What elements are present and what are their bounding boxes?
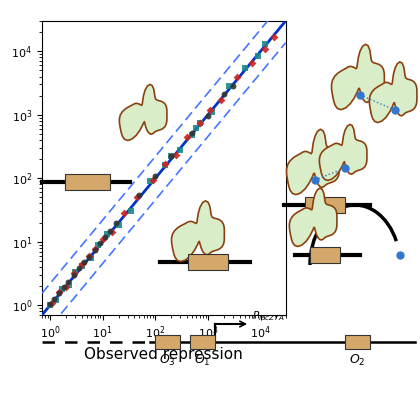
Point — [91, 245, 98, 252]
Point — [184, 134, 190, 140]
Bar — [188, 254, 228, 270]
Point — [104, 231, 110, 238]
Bar — [305, 197, 345, 213]
Point — [207, 106, 213, 113]
Bar — [65, 174, 110, 190]
Bar — [345, 335, 370, 349]
Point — [79, 260, 85, 267]
Point — [261, 41, 268, 47]
Point — [65, 279, 71, 286]
Polygon shape — [171, 201, 224, 262]
Point — [270, 33, 277, 40]
Text: $O_1$: $O_1$ — [194, 353, 211, 368]
Point — [230, 83, 236, 90]
Point — [51, 296, 58, 302]
Point — [113, 219, 120, 226]
Text: $O_3$: $O_3$ — [159, 353, 176, 368]
Point — [150, 176, 156, 183]
Point — [70, 271, 77, 278]
Point — [261, 45, 268, 52]
Point — [168, 153, 175, 160]
Point — [56, 289, 63, 296]
Point — [189, 131, 195, 138]
Point — [197, 120, 203, 127]
Point — [241, 64, 248, 71]
Point — [66, 281, 73, 288]
Point — [109, 229, 116, 236]
Point — [255, 52, 262, 59]
Polygon shape — [286, 129, 339, 194]
Point — [107, 227, 114, 234]
Polygon shape — [331, 45, 384, 110]
Polygon shape — [119, 84, 167, 140]
Point — [218, 97, 225, 103]
Point — [205, 113, 211, 120]
Point — [56, 290, 63, 297]
Point — [168, 153, 175, 160]
Point — [233, 73, 240, 80]
Point — [91, 246, 98, 253]
Point — [147, 178, 154, 184]
Polygon shape — [319, 124, 367, 181]
Point — [120, 210, 127, 217]
Point — [60, 284, 67, 291]
Point — [63, 284, 69, 291]
Point — [161, 162, 168, 169]
Point — [86, 253, 92, 260]
Polygon shape — [369, 62, 417, 123]
Bar — [190, 335, 215, 349]
Point — [189, 129, 195, 136]
Point — [161, 160, 168, 167]
Point — [86, 252, 92, 259]
Point — [249, 60, 256, 66]
Point — [134, 194, 140, 201]
Point — [128, 208, 135, 215]
Point — [53, 297, 60, 304]
Point — [49, 299, 56, 306]
Point — [70, 270, 77, 276]
Point — [79, 262, 85, 269]
Point — [94, 241, 101, 248]
Point — [47, 302, 53, 309]
Point — [100, 236, 106, 242]
Bar — [310, 247, 340, 263]
Point — [72, 269, 79, 276]
Point — [88, 255, 94, 262]
Point — [209, 109, 215, 116]
Point — [177, 147, 184, 153]
Bar — [155, 335, 180, 349]
Point — [220, 91, 227, 98]
Point — [102, 234, 108, 240]
Point — [81, 259, 88, 265]
Point — [152, 172, 159, 179]
Text: $P_{lacZYA}$: $P_{lacZYA}$ — [252, 309, 285, 323]
Point — [173, 152, 180, 159]
Point — [136, 192, 143, 198]
Point — [193, 125, 199, 131]
Text: $O_2$: $O_2$ — [349, 353, 366, 368]
Point — [76, 265, 82, 272]
X-axis label: Observed repression: Observed repression — [84, 347, 243, 362]
Point — [47, 300, 53, 307]
Polygon shape — [289, 188, 337, 247]
Point — [97, 240, 104, 247]
Point — [59, 286, 66, 292]
Point — [115, 222, 122, 229]
Point — [197, 119, 203, 126]
Point — [226, 83, 232, 90]
